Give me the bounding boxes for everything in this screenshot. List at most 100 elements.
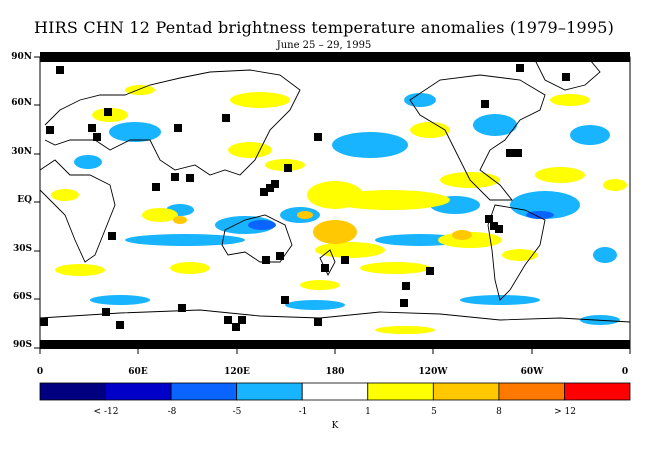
missing-data-block <box>186 174 194 182</box>
colorbar-label-neg5: -5 <box>232 407 242 417</box>
anomaly-patch <box>330 190 450 210</box>
anomaly-patch <box>170 262 210 274</box>
missing-data-block <box>281 296 289 304</box>
missing-data-block <box>284 164 292 172</box>
missing-data-block <box>506 149 514 157</box>
anomaly-patch <box>360 262 430 274</box>
missing-data-block <box>222 114 230 122</box>
missing-data-block <box>314 318 322 326</box>
colorbar-swatch <box>432 382 500 401</box>
lon-label-180: 180 <box>325 367 345 377</box>
colorbar-swatch <box>301 382 369 401</box>
anomaly-patch <box>404 93 436 107</box>
missing-data-block <box>426 267 434 275</box>
anomaly-patch <box>410 122 450 138</box>
anomaly-patch <box>109 122 161 142</box>
lon-label-60e: 60E <box>128 367 148 377</box>
coastline <box>409 74 546 201</box>
anomaly-patch <box>125 85 155 95</box>
missing-data-block <box>271 180 279 188</box>
anomaly-patch <box>510 191 580 219</box>
anomaly-patch <box>125 234 245 246</box>
coastline <box>39 309 631 323</box>
coastline <box>39 159 116 263</box>
colorbar-label-5: 5 <box>431 407 437 417</box>
anomaly-patch <box>473 114 517 136</box>
missing-data-block <box>104 108 112 116</box>
missing-data-block <box>490 222 498 230</box>
missing-data-block <box>56 66 64 74</box>
missing-data-block <box>178 304 186 312</box>
anomaly-patch <box>173 216 187 224</box>
missing-data-block <box>171 173 179 181</box>
missing-data-block <box>40 318 48 326</box>
colorbar-unit: K <box>331 421 339 431</box>
colorbar-swatch <box>564 382 631 401</box>
anomaly-patch <box>51 189 79 201</box>
missing-data-block <box>116 321 124 329</box>
coastline <box>221 214 293 263</box>
anomaly-patch <box>228 142 272 158</box>
missing-data-block <box>562 73 570 81</box>
colorbar-label-neg8: -8 <box>167 407 177 417</box>
missing-data-block <box>266 184 274 192</box>
colorbar-label-gt-12: > 12 <box>554 407 576 417</box>
lat-label-90s: 90S <box>12 340 32 350</box>
anomaly-patch <box>142 208 178 222</box>
missing-data-block <box>238 316 246 324</box>
anomaly-patch <box>535 167 585 183</box>
missing-data-block <box>174 124 182 132</box>
missing-data-block <box>321 264 329 272</box>
anomaly-patch <box>332 132 408 158</box>
colorbar-swatch <box>105 382 172 401</box>
missing-data-block <box>232 323 240 331</box>
missing-data-block <box>341 256 349 264</box>
lat-label-30s: 30S <box>12 244 32 254</box>
anomaly-patch <box>315 242 385 258</box>
missing-data-block <box>152 183 160 191</box>
missing-data-block <box>481 100 489 108</box>
missing-data-block <box>514 149 522 157</box>
coastline <box>487 204 546 301</box>
lon-label-120e: 120E <box>224 367 250 377</box>
lat-label-30n: 30N <box>11 147 32 157</box>
anomaly-patch <box>502 249 538 261</box>
missing-data-block <box>402 282 410 290</box>
missing-data-block <box>400 299 408 307</box>
missing-data-block <box>262 256 270 264</box>
lon-label-0: 0 <box>36 367 44 377</box>
colorbar-label-8: 8 <box>496 407 502 417</box>
anomaly-patch <box>550 94 590 106</box>
missing-data-block <box>46 126 54 134</box>
colorbar-label-neg1: -1 <box>298 407 308 417</box>
missing-data-block <box>224 316 232 324</box>
missing-data-block <box>108 232 116 240</box>
colorbar-swatch <box>498 382 565 401</box>
colorbar-label-lt-12: < -12 <box>93 407 119 417</box>
lat-label-60s: 60S <box>12 292 32 302</box>
missing-data-block <box>93 133 101 141</box>
lat-label-90n: 90N <box>11 52 32 62</box>
anomaly-patch <box>297 211 313 219</box>
lat-label-eq: EQ <box>17 195 32 205</box>
colorbar-swatch <box>170 382 238 401</box>
missing-data-block <box>260 188 268 196</box>
anomaly-patch <box>526 211 554 219</box>
missing-data-block <box>276 252 284 260</box>
missing-data-block <box>88 124 96 132</box>
missing-data-block <box>485 215 493 223</box>
anomaly-patch <box>248 220 276 230</box>
colorbar-label-1: 1 <box>365 407 371 417</box>
lon-label-60w: 60W <box>520 367 544 377</box>
anomaly-patch <box>603 179 627 191</box>
anomaly-patch <box>230 92 290 108</box>
missing-data-block <box>102 308 110 316</box>
map-title: HIRS CHN 12 Pentad brightness temperatur… <box>33 18 615 37</box>
anomaly-patch <box>570 125 610 145</box>
anomaly-patch <box>593 247 617 263</box>
lon-label-120w: 120W <box>418 367 448 377</box>
colorbar-swatch <box>236 382 303 401</box>
anomaly-patch <box>55 264 105 276</box>
colorbar-swatch <box>39 382 106 401</box>
missing-data-block <box>495 225 503 233</box>
